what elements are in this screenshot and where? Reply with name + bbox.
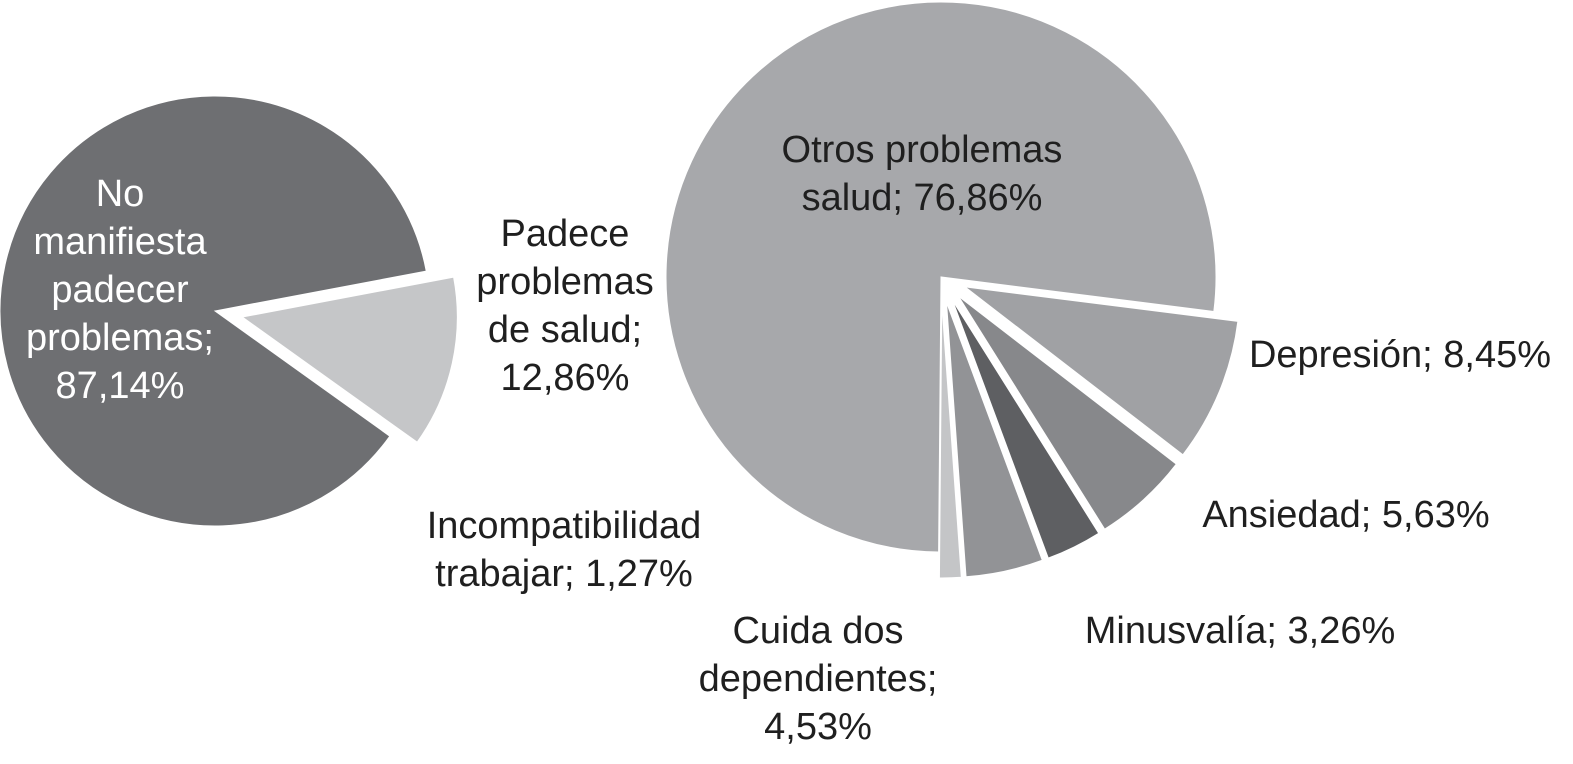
right-pie-slice-5 <box>946 302 1043 578</box>
left-pie-label-2-line-3: de salud; <box>488 309 642 351</box>
left-pie-label-1-line-2: manifiesta <box>33 221 207 263</box>
right-pie-label-2-line-1: Depresión; 8,45% <box>1249 334 1551 376</box>
right-pie-label-3: Ansiedad; 5,63% <box>1202 494 1489 536</box>
left-pie-label-1-line-5: 87,14% <box>56 365 185 407</box>
right-pie-label-6: Incompatibilidad trabajar; 1,27% <box>427 505 702 595</box>
right-pie-label-5-line-2: dependientes; <box>699 658 938 700</box>
right-pie-label-1: Otros problemas salud; 76,86% <box>782 129 1063 219</box>
right-pie-label-6-line-1: Incompatibilidad <box>427 505 702 547</box>
right-pie-label-3-line-1: Ansiedad; 5,63% <box>1202 494 1489 536</box>
left-pie-label-2-line-4: 12,86% <box>501 357 630 399</box>
left-pie-label-1-line-4: problemas; <box>26 317 214 359</box>
right-pie-label-1-line-1: Otros problemas <box>782 129 1063 171</box>
left-pie-label-2-line-1: Padece <box>501 213 630 255</box>
left-pie-label-2-line-2: problemas <box>476 261 653 303</box>
right-pie <box>665 1 1239 579</box>
right-pie-slice-6 <box>938 302 962 579</box>
right-pie-slice-4 <box>952 300 1100 559</box>
right-pie-label-6-line-2: trabajar; 1,27% <box>435 553 693 595</box>
right-pie-slice-3 <box>958 295 1178 530</box>
left-pie-label-1: No manifiesta padecer problemas; 87,14% <box>26 173 214 407</box>
right-pie-label-2: Depresión; 8,45% <box>1249 334 1551 376</box>
right-pie-label-5: Cuida dos dependientes; 4,53% <box>699 610 938 748</box>
right-pie-slice-1 <box>665 1 1217 553</box>
left-pie-label-2: Padece problemas de salud; 12,86% <box>476 213 653 399</box>
right-pie-label-4: Minusvalía; 3,26% <box>1085 610 1396 652</box>
left-pie-label-1-line-1: No <box>96 173 145 215</box>
left-pie-slice-1 <box>0 95 427 527</box>
right-pie-label-4-line-1: Minusvalía; 3,26% <box>1085 610 1396 652</box>
right-pie-label-5-line-3: 4,53% <box>764 706 872 748</box>
right-pie-slice-2 <box>963 286 1239 456</box>
right-pie-label-1-line-2: salud; 76,86% <box>802 177 1043 219</box>
left-pie-slice-2 <box>241 276 458 443</box>
left-pie <box>0 95 458 527</box>
right-pie-label-5-line-1: Cuida dos <box>732 610 903 652</box>
left-pie-label-1-line-3: padecer <box>51 269 189 311</box>
